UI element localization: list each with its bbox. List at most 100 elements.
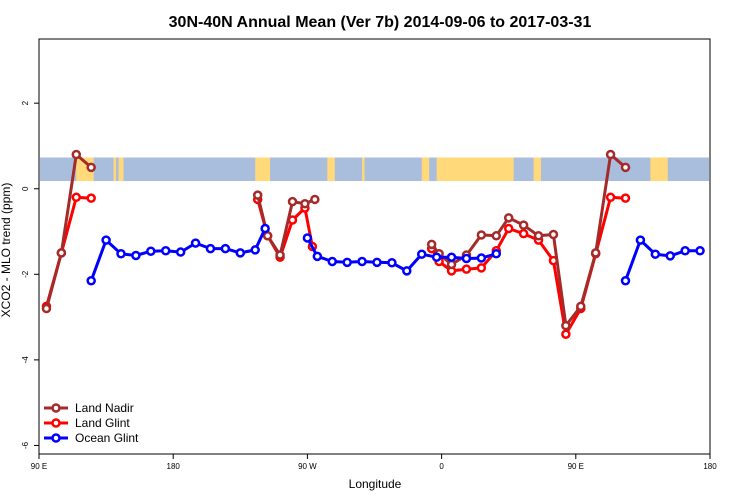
ocean-glint-point (665, 251, 675, 261)
series-land-nadir (41, 149, 631, 331)
land-nadir-point (503, 213, 514, 223)
ocean-glint-point (461, 253, 472, 264)
legend-label: Ocean Glint (75, 431, 139, 445)
ocean-band (40, 157, 709, 182)
ocean-glint-point (620, 275, 631, 286)
land-patch (436, 157, 514, 182)
legend-item-land-nadir: Land Nadir (44, 401, 134, 415)
ocean-glint-point (175, 247, 186, 257)
plot-frame (38, 38, 711, 455)
land-nadir-point (491, 231, 502, 241)
land-patch (255, 157, 271, 182)
land-nadir-point (310, 194, 320, 205)
land-nadir-point (590, 248, 601, 258)
ocean-glint-point (146, 246, 156, 256)
land-patch (118, 157, 124, 182)
ocean-glint-point (491, 249, 502, 259)
land-nadir-point (620, 162, 631, 173)
x-tick-label: 0 (439, 462, 444, 471)
x-tick-label: 180 (703, 462, 717, 471)
ocean-glint-point (680, 246, 690, 256)
land-patch (650, 157, 668, 182)
x-tick-label: 90 E (568, 462, 584, 471)
land-nadir-point (605, 149, 616, 160)
ocean-glint-point (86, 275, 96, 286)
y-tick-label: -2 (21, 270, 30, 278)
land-patch (421, 157, 430, 182)
land-nadir-point (252, 190, 263, 200)
land-glint-point (561, 329, 571, 339)
ocean-glint-point (416, 249, 427, 259)
ocean-glint-point (260, 223, 270, 234)
land-nadir-point (287, 196, 298, 207)
land-nadir-point (533, 231, 544, 241)
y-tick-label: 0 (21, 186, 30, 191)
y-tick-label: 2 (21, 100, 30, 105)
ocean-glint-point (205, 243, 216, 254)
ocean-glint-point (342, 257, 352, 268)
land-patch (533, 157, 542, 182)
ocean-glint-point (220, 243, 231, 254)
land-nadir-point (262, 231, 273, 241)
y-tick-label: -4 (21, 356, 30, 364)
ocean-glint-point (116, 249, 126, 259)
land-glint-point (461, 264, 472, 274)
x-axis-label: Longitude (349, 477, 402, 491)
ocean-glint-point (695, 246, 705, 256)
land-nadir-point (71, 149, 82, 160)
y-axis-label: XCO2 - MLO trend (ppm) (0, 183, 13, 318)
data-series (41, 149, 705, 339)
land-patch (113, 157, 117, 182)
legend-swatch-marker (51, 403, 61, 413)
ocean-glint-point (387, 258, 397, 268)
ocean-glint-point (635, 235, 646, 245)
x-tick-label: 180 (167, 462, 181, 471)
series-ocean-glint (86, 223, 705, 286)
ocean-glint-line (624, 238, 701, 282)
ocean-glint-point (190, 238, 201, 248)
legend-item-land-glint: Land Glint (44, 416, 130, 430)
ocean-glint-point (327, 256, 338, 267)
legend-swatch-marker (51, 433, 61, 443)
land-glint-point (605, 192, 616, 203)
land-nadir-point (86, 162, 96, 173)
ocean-glint-point (250, 245, 260, 255)
ocean-glint-point (101, 235, 111, 245)
ocean-glint-point (312, 251, 323, 262)
legend-label: Land Nadir (75, 401, 134, 415)
land-glint-line (430, 195, 626, 336)
land-nadir-point (446, 259, 457, 270)
land-glint-point (71, 192, 82, 203)
land-nadir-point (426, 239, 437, 250)
land-ocean-band (40, 157, 709, 182)
legend-item-ocean-glint: Ocean Glint (44, 431, 139, 445)
axes: 90 E 180 90 W 0 90 E 180 -6 -4 -2 0 2 (21, 100, 717, 471)
land-patch (327, 157, 335, 182)
ocean-glint-point (302, 233, 313, 243)
ocean-glint-point (357, 256, 367, 267)
land-nadir-point (56, 248, 67, 258)
ocean-glint-point (476, 253, 487, 263)
chart-title: 30N-40N Annual Mean (Ver 7b) 2014-09-06 … (169, 14, 592, 31)
land-nadir-point (300, 198, 310, 209)
land-nadir-point (576, 301, 586, 312)
ocean-glint-point (402, 266, 412, 276)
ocean-glint-point (131, 250, 141, 261)
y-tick-label: -6 (21, 441, 30, 449)
land-nadir-point (518, 220, 529, 230)
land-patch (362, 157, 365, 182)
land-nadir-point (275, 250, 285, 260)
land-nadir-point (476, 230, 487, 240)
ocean-glint-point (160, 246, 171, 256)
ocean-glint-point (372, 257, 382, 268)
legend-swatch-marker (51, 418, 61, 428)
land-glint-point (518, 228, 529, 239)
ocean-glint-point (431, 252, 442, 262)
land-nadir-line (45, 153, 93, 309)
land-glint-point (476, 263, 487, 273)
land-glint-point (503, 223, 514, 234)
land-glint-point (620, 193, 631, 203)
land-nadir-point (561, 320, 571, 331)
